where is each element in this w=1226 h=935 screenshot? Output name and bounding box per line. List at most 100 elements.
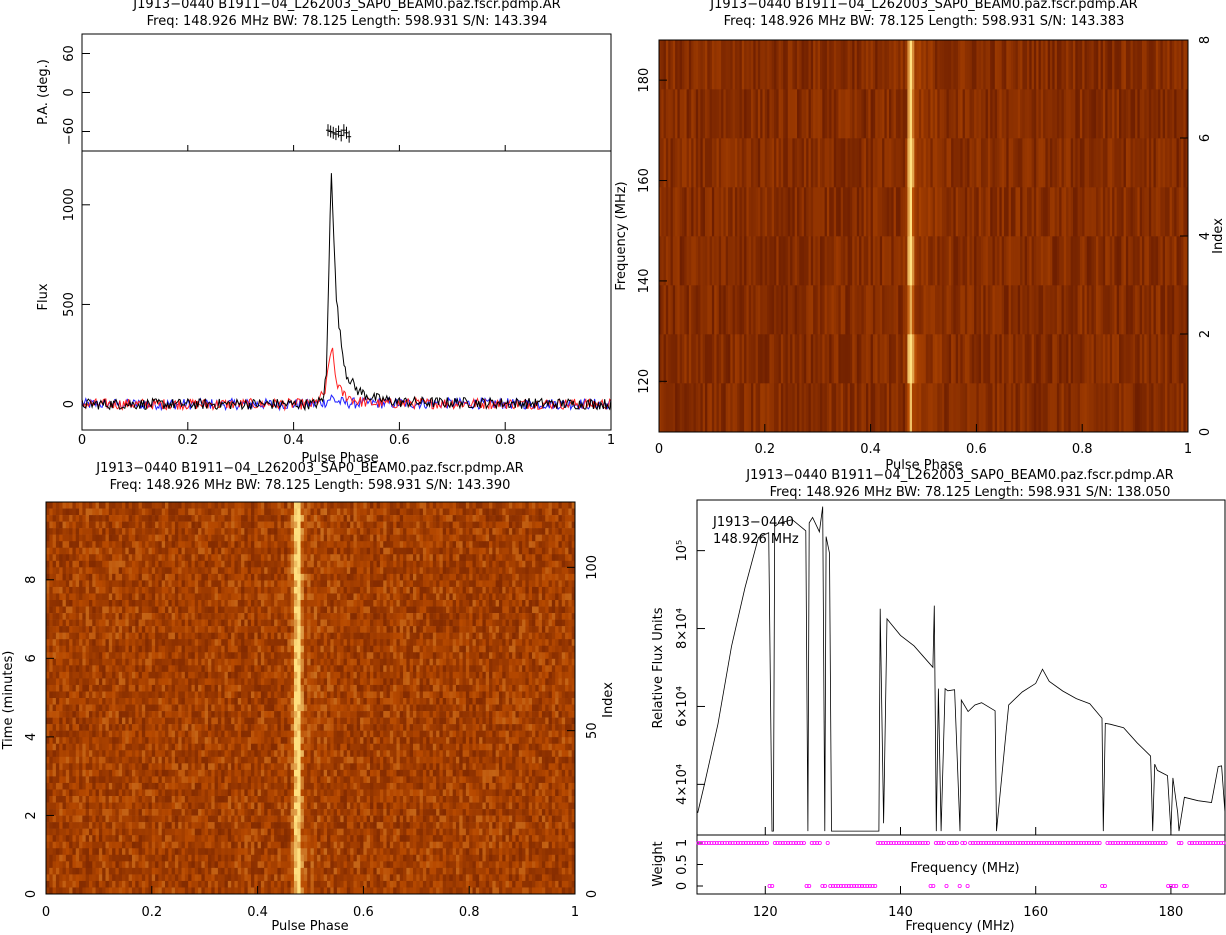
freq-phase-cell-7-23	[711, 40, 715, 90]
freq-phase-cell-3-225	[1176, 236, 1180, 286]
time-phase-cell-1-122	[449, 508, 454, 516]
time-phase-cell-17-86	[330, 613, 335, 620]
freq-phase-cell-0-190	[1096, 383, 1099, 433]
time-phase-cell-7-62	[250, 547, 255, 555]
time-phase-cell-12-106	[396, 580, 401, 588]
time-phase-cell-16-44	[191, 606, 196, 614]
freq-phase-cell-1-171	[1052, 334, 1055, 384]
freq-phase-cell-0-77	[836, 383, 839, 433]
freq-phase-cell-0-204	[1128, 383, 1131, 433]
time-phase-cell-3-71	[280, 521, 285, 529]
time-phase-cell-13-54	[224, 586, 229, 594]
freq-phase-cell-6-201	[1121, 89, 1124, 139]
freq-phase-cell-0-205	[1130, 383, 1134, 433]
freq-phase-cell-5-137	[974, 138, 977, 188]
freq-phase-cell-4-63	[803, 187, 807, 237]
time-phase-cell-5-144	[522, 534, 526, 542]
time-phase-cell-16-69	[274, 606, 278, 614]
freq-phase-cell-2-146	[994, 285, 998, 335]
time-phase-cell-2-16	[98, 515, 103, 522]
time-phase-cell-5-132	[482, 534, 487, 542]
time-phase-cell-14-113	[419, 593, 424, 601]
freq-phase-cell-5-86	[856, 138, 860, 188]
time-phase-cell-4-12	[85, 528, 90, 535]
time-phase-cell-18-27	[135, 619, 139, 627]
time-phase-cell-4-157	[565, 528, 569, 535]
time-phase-cell-2-148	[535, 515, 540, 522]
freq-phase-cell-7-224	[1174, 40, 1177, 90]
time-phase-cell-8-139	[505, 554, 510, 562]
freq-phase-cell-3-54	[783, 236, 786, 286]
time-phase-cell-8-117	[432, 554, 437, 562]
time-phase-cell-11-0	[46, 573, 50, 581]
time-phase-cell-14-123	[452, 593, 457, 601]
time-phase-cell-17-40	[178, 613, 182, 620]
time-phase-cell-4-80	[310, 528, 315, 535]
time-phase-cell-18-8	[72, 619, 77, 627]
time-phase-cell-18-83	[320, 619, 325, 627]
time-phase-cell-11-147	[532, 573, 536, 581]
time-phase-cell-17-104	[389, 613, 394, 620]
time-phase-cell-6-118	[436, 541, 440, 549]
time-phase-cell-4-55	[227, 528, 232, 535]
time-phase-cell-0-48	[204, 502, 209, 509]
time-phase-cell-17-157	[565, 613, 569, 620]
freq-phase-cell-0-136	[971, 383, 975, 433]
time-phase-cell-6-82	[317, 541, 321, 549]
time-phase-cell-4-120	[442, 528, 447, 535]
freq-phase-cell-3-107	[905, 236, 908, 286]
time-phase-cell-5-64	[257, 534, 262, 542]
freq-phase-cell-4-195	[1107, 187, 1111, 237]
time-phase-cell-8-148	[535, 554, 540, 562]
time-phase-cell-9-74	[290, 560, 295, 568]
time-phase-cell-12-80	[310, 580, 315, 588]
time-phase-cell-18-148	[535, 619, 540, 627]
freq-phase-cell-7-14	[691, 40, 694, 90]
time-phase-cell-18-68	[270, 619, 275, 627]
freq-phase-cell-5-148	[999, 138, 1003, 188]
time-phase-cell-2-145	[525, 515, 530, 522]
time-phase-cell-13-115	[426, 586, 430, 594]
time-phase-cell-2-20	[112, 515, 116, 522]
time-phase-cell-18-156	[561, 619, 566, 627]
time-phase-cell-1-126	[462, 508, 467, 516]
time-phase-cell-15-120	[442, 600, 447, 607]
freq-phase-cell-5-181	[1075, 138, 1078, 188]
time-phase-cell-13-149	[538, 586, 543, 594]
time-phase-cell-11-114	[422, 573, 427, 581]
time-phase-cell-11-41	[181, 573, 186, 581]
time-phase-cell-0-43	[188, 502, 192, 509]
time-phase-cell-6-6	[65, 541, 70, 549]
time-phase-cell-9-72	[284, 560, 288, 568]
freq-phase-cell-2-53	[780, 285, 784, 335]
freq-phase-cell-7-134	[967, 40, 970, 90]
freq-phase-cell-6-132	[962, 89, 966, 139]
time-phase-cell-4-103	[386, 528, 391, 535]
freq-phase-cell-3-221	[1167, 236, 1170, 286]
time-phase-cell-6-123	[452, 541, 457, 549]
time-phase-cell-1-50	[211, 508, 216, 516]
freq-phase-cell-3-151	[1006, 236, 1009, 286]
freq-phase-cell-6-2	[663, 89, 667, 139]
time-phase-cell-18-38	[171, 619, 176, 627]
time-phase-cell-11-148	[535, 573, 540, 581]
time-phase-cell-3-113	[419, 521, 424, 529]
freq-phase-cell-1-33	[734, 334, 738, 384]
time-phase-cell-7-5	[62, 547, 67, 555]
freq-phase-cell-6-204	[1128, 89, 1131, 139]
time-phase-cell-4-66	[264, 528, 268, 535]
time-phase-cell-9-40	[178, 560, 182, 568]
freq-phase-cell-5-175	[1061, 138, 1065, 188]
freq-phase-cell-2-164	[1036, 285, 1039, 335]
time-phase-cell-11-104	[389, 573, 394, 581]
freq-phase-cell-1-39	[748, 334, 752, 384]
freq-phase-cell-1-198	[1114, 334, 1118, 384]
time-phase-cell-6-100	[376, 541, 381, 549]
freq-phase-cell-6-137	[974, 89, 977, 139]
time-phase-cell-17-46	[198, 613, 202, 620]
time-phase-cell-10-151	[545, 567, 549, 575]
freq-phase-cell-1-94	[875, 334, 878, 384]
time-phase-cell-2-84	[323, 515, 328, 522]
time-phase-cell-10-72	[284, 567, 288, 575]
freq-phase-cell-4-223	[1171, 187, 1175, 237]
